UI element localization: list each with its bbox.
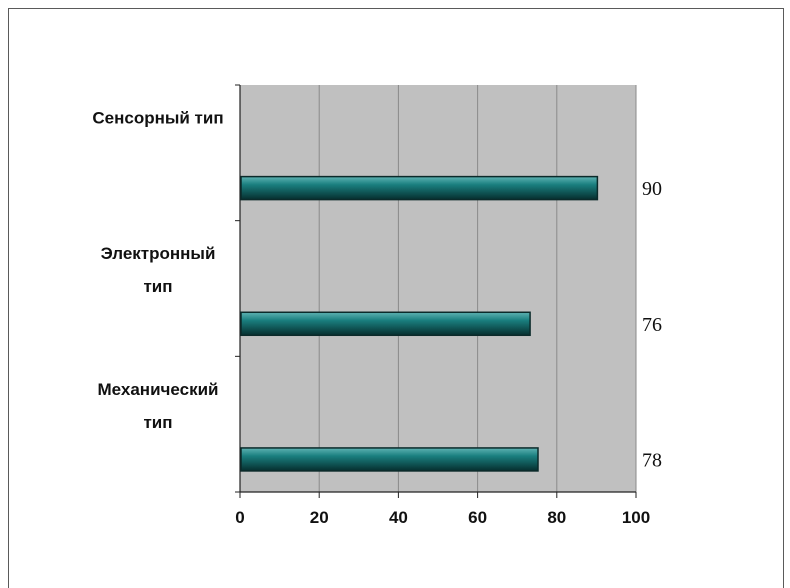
labels: 0 20 40 60 80 100 90 Сенсорный тип 76 Электронный…	[92, 109, 662, 527]
axes	[235, 84, 637, 498]
gridlines	[318, 85, 637, 492]
bar	[240, 311, 531, 337]
category-label: тип	[143, 277, 172, 296]
category-label: Сенсорный тип	[92, 109, 223, 128]
category-label: тип	[143, 413, 172, 432]
x-tick-label: 40	[389, 508, 408, 527]
data-label: 76	[642, 314, 662, 336]
x-tick-label: 80	[547, 508, 566, 527]
data-label: 90	[642, 178, 662, 200]
bar	[240, 175, 599, 201]
bar	[240, 447, 539, 472]
category-label: Электронный	[101, 244, 216, 263]
x-tick-label: 60	[468, 508, 487, 527]
x-tick-label: 100	[622, 508, 650, 527]
bars	[240, 175, 599, 472]
category-label: Механический	[98, 380, 219, 399]
x-tick-label: 0	[235, 508, 244, 527]
plot-area	[240, 85, 636, 492]
data-label: 78	[642, 449, 662, 471]
x-tick-label: 20	[310, 508, 329, 527]
